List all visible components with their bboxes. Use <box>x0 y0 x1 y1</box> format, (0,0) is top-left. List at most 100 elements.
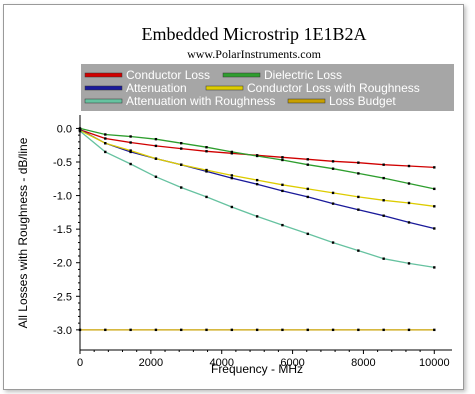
data-point <box>205 146 208 149</box>
data-point <box>180 163 183 166</box>
data-point <box>255 215 259 218</box>
data-point <box>407 262 411 265</box>
legend-label: Attenuation <box>126 81 187 95</box>
data-point <box>281 156 284 159</box>
data-point <box>331 191 335 195</box>
data-point <box>281 328 284 332</box>
data-point <box>205 170 208 173</box>
data-point <box>306 158 309 161</box>
x-tick-label: 0 <box>77 357 83 369</box>
data-point <box>230 205 234 209</box>
data-point <box>104 133 107 136</box>
data-point <box>78 127 82 130</box>
data-point <box>255 328 259 332</box>
data-point <box>331 328 335 332</box>
data-point <box>154 137 158 141</box>
series-conductor-loss <box>78 128 436 169</box>
series-group <box>78 127 436 332</box>
data-point <box>129 135 132 138</box>
data-point <box>230 152 234 155</box>
data-point <box>230 174 234 177</box>
data-point <box>180 147 183 150</box>
y-tick-label: -2.0 <box>53 258 72 270</box>
data-point <box>230 176 234 180</box>
chart-title: Embedded Microstrip 1E1B2A <box>142 24 367 44</box>
legend-label: Conductor Loss with Roughness <box>247 81 420 95</box>
legend-swatch <box>84 85 123 91</box>
data-point <box>230 150 234 154</box>
legend-label: Loss Budget <box>329 94 396 108</box>
data-point <box>433 205 436 208</box>
y-tick-label: -2.5 <box>53 291 72 303</box>
data-point <box>407 164 411 168</box>
data-point <box>104 142 107 145</box>
data-point <box>154 157 158 160</box>
legend-label: Dielectric Loss <box>264 68 342 82</box>
data-point <box>78 129 82 133</box>
data-point <box>281 189 284 193</box>
series-loss-budget <box>78 328 436 332</box>
data-point <box>255 182 259 186</box>
legend-label: Conductor Loss <box>126 68 210 82</box>
data-point <box>407 328 411 332</box>
data-point <box>281 183 284 187</box>
series-line <box>79 129 435 169</box>
data-point <box>205 150 208 153</box>
x-tick-label: 2000 <box>139 357 163 369</box>
x-tick-label: 8000 <box>351 357 375 369</box>
data-point <box>433 227 436 230</box>
data-point <box>205 328 208 332</box>
data-point <box>154 144 158 148</box>
series-attenuation-with-roughness <box>78 129 436 269</box>
x-tick-label: 6000 <box>280 357 304 369</box>
data-point <box>129 150 132 154</box>
data-point <box>357 172 360 175</box>
data-point <box>255 178 259 182</box>
y-tick-label: -0.5 <box>53 157 72 169</box>
data-point <box>433 266 436 269</box>
data-point <box>154 328 158 332</box>
data-point <box>306 232 309 236</box>
data-point <box>281 158 284 162</box>
data-point <box>255 154 259 158</box>
data-point <box>306 187 309 191</box>
data-point <box>306 328 309 332</box>
data-point <box>331 241 335 244</box>
data-point <box>104 137 107 140</box>
data-point <box>154 175 158 178</box>
x-ticks: 0 2000 4000 6000 8000 10000 <box>77 350 450 369</box>
data-point <box>331 167 335 170</box>
y-tick-label: 0.0 <box>57 123 72 135</box>
data-point <box>104 328 107 332</box>
data-point <box>357 161 360 164</box>
data-point <box>357 249 360 252</box>
legend-swatch <box>205 85 244 91</box>
data-point <box>230 328 234 332</box>
data-point <box>331 160 335 163</box>
data-point <box>180 142 183 145</box>
chart-subtitle: www.PolarInstruments.com <box>187 47 322 61</box>
data-point <box>433 187 436 191</box>
data-point <box>129 149 132 152</box>
legend-label: Attenuation with Roughness <box>126 94 275 108</box>
data-point <box>382 214 385 217</box>
legend-swatch <box>84 98 123 104</box>
legend-swatch <box>84 72 123 78</box>
data-point <box>306 195 309 199</box>
series-dielectric-loss <box>78 127 436 191</box>
y-tick-label: -3.0 <box>53 325 72 337</box>
data-point <box>407 182 411 185</box>
legend-swatch <box>287 98 326 104</box>
data-point <box>433 328 436 332</box>
y-axis-label: All Losses with Roughness - dB/line <box>16 137 30 328</box>
x-tick-label: 10000 <box>419 357 450 369</box>
x-tick-label: 4000 <box>209 357 233 369</box>
data-point <box>382 328 385 332</box>
data-point <box>306 163 309 166</box>
data-point <box>104 150 107 154</box>
x-axis-label: Frequency - MHz <box>211 362 303 376</box>
data-point <box>382 176 385 180</box>
data-point <box>205 195 208 199</box>
data-point <box>129 162 132 166</box>
